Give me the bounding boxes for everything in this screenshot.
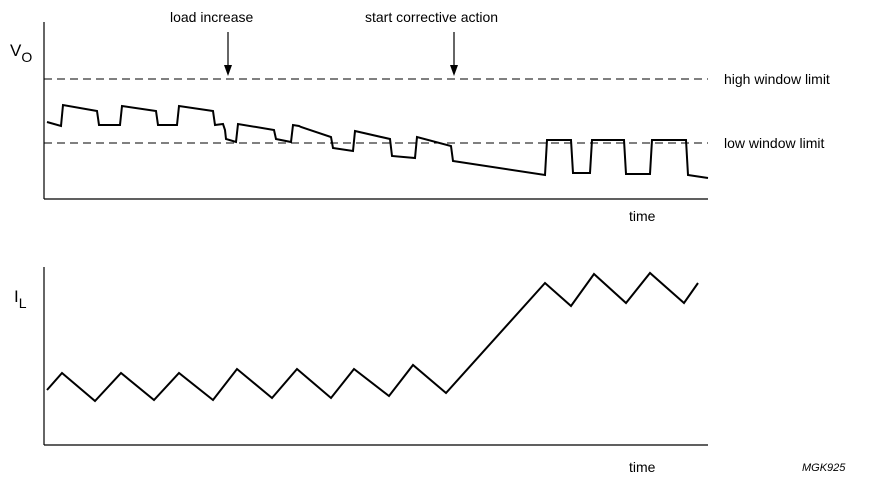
high-window-limit-label: high window limit [724, 71, 830, 87]
load-increase-arrowhead [224, 65, 232, 76]
start-corrective-action-label: start corrective action [365, 9, 498, 25]
il-axis-label: IL [14, 287, 27, 311]
il-waveform [46, 271, 699, 403]
vo-axis-label: VO [10, 41, 32, 65]
load-increase-label: load increase [170, 9, 253, 25]
il-plot: IL time [14, 267, 708, 475]
start-corrective-action-arrowhead [450, 65, 458, 76]
vo-waveform [46, 103, 709, 179]
annotations: load increase start corrective action [170, 9, 498, 76]
il-time-label: time [629, 459, 656, 475]
figure-code: MGK925 [802, 462, 846, 474]
vo-plot: VO high window limit low window limit ti… [10, 22, 830, 224]
vo-time-label: time [629, 208, 656, 224]
low-window-limit-label: low window limit [724, 135, 824, 151]
